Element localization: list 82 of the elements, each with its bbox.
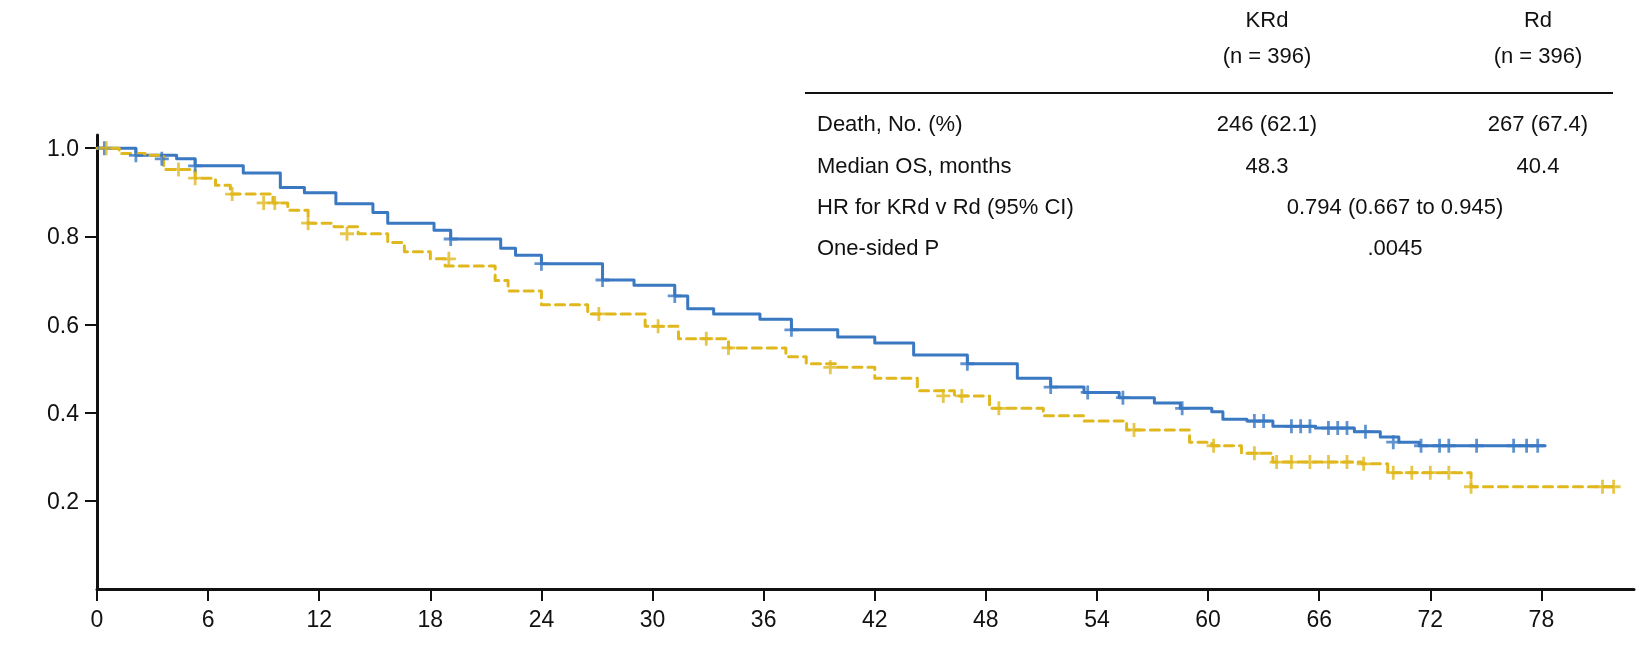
x-tick-label: 60 [1195,605,1221,632]
point [699,331,714,346]
point [1464,479,1479,494]
point [1302,419,1317,434]
point [1206,438,1221,453]
point [1414,438,1429,453]
point [301,216,316,231]
point [154,151,169,166]
point [267,195,282,210]
point [1269,455,1284,470]
point [1127,422,1142,437]
x-tick-label: 78 [1528,605,1555,632]
x-tick-label: 18 [417,605,444,632]
point [1256,414,1271,429]
point [443,232,458,247]
y-tick-label: 0.2 [47,487,79,514]
text: (n = 396) [1493,43,1583,68]
x-tick-label: 24 [528,605,555,632]
point [1469,438,1484,453]
point [128,148,143,163]
point [225,187,240,202]
annotation: Median OS, months [817,153,1012,178]
y-tick-label: 0.8 [47,223,79,250]
point [1339,421,1354,436]
text: Rd [1523,7,1553,32]
point [960,356,975,371]
y-tick-label: 1.0 [47,135,79,162]
point [1404,465,1419,480]
y-tick-label: 0.4 [47,399,80,426]
text: (n = 396) [1222,43,1312,68]
point [1175,401,1190,416]
point [1247,446,1262,461]
point [1386,435,1401,450]
x-tick-label: 66 [1306,605,1332,632]
x-tick-label: 12 [306,605,333,632]
point [1441,438,1456,453]
annotation: Death, No. (%) [817,111,963,136]
point [651,319,666,334]
x-tick-label: 0 [90,605,104,632]
point [188,171,203,186]
annotation: 0.794 (0.667 to 0.945) [1286,194,1504,219]
point [534,256,549,271]
point [591,306,606,321]
annotation: 246 (62.1) [1216,111,1318,136]
x-tick-label: 42 [861,605,888,632]
x-tick-label: 72 [1417,605,1444,632]
point [991,401,1006,416]
point [1386,465,1401,480]
point [667,288,682,303]
point [1043,380,1058,395]
y-tick-label: 0.6 [47,311,79,338]
point [721,340,736,355]
point [1506,438,1521,453]
point [784,322,799,337]
point [936,388,951,403]
point [1356,456,1371,471]
annotation: One-sided P [817,235,940,260]
point [188,158,203,173]
point [441,251,456,266]
annotation: .0045 [1367,235,1423,260]
x-tick-label: 54 [1084,605,1110,632]
annotation: 40.4 [1516,153,1560,178]
point [1606,479,1621,494]
point [1441,465,1456,480]
point [1530,438,1545,453]
point [1115,390,1130,405]
annotation: HR for KRd v Rd (95% CI) [817,194,1074,219]
annotation: 267 (67.4) [1487,111,1589,136]
point [823,360,838,375]
x-tick-label: 48 [973,605,999,632]
point [1358,424,1373,439]
point [1321,455,1336,470]
point [954,388,969,403]
text: KRd [1245,7,1289,32]
point [1423,465,1438,480]
point [339,226,354,241]
annotation: 48.3 [1245,153,1289,178]
point [595,273,610,288]
x-tick-label: 6 [201,605,215,632]
point [1284,455,1299,470]
x-tick-label: 36 [750,605,777,632]
x-tick-label: 30 [639,605,666,632]
